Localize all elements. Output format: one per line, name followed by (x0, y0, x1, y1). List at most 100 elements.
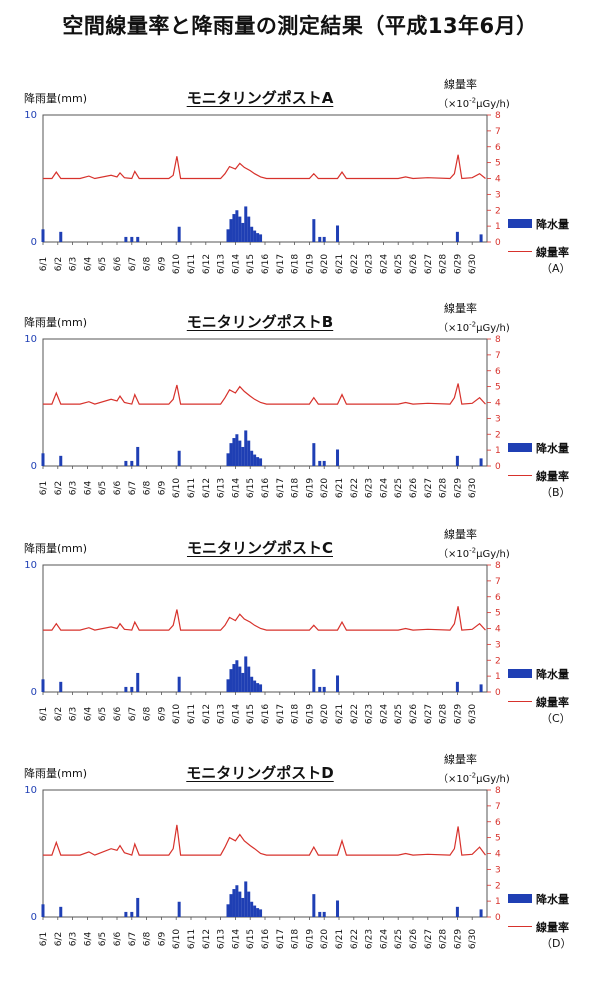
x-tick-label: 6/19 (305, 704, 315, 724)
dose-line (43, 824, 486, 856)
rain-bar (226, 679, 230, 692)
y2-tick-label: 1 (495, 446, 501, 456)
rain-bar (241, 222, 245, 242)
rain-bar (124, 460, 128, 466)
rain-bar (250, 226, 254, 242)
y2-tick-label: 5 (495, 383, 501, 393)
plot-area (42, 564, 488, 693)
rain-bar (124, 686, 128, 692)
x-tick-label: 6/14 (231, 929, 241, 949)
y-tick-label: 10 (24, 560, 37, 571)
rain-bar (238, 891, 242, 917)
rain-bar (336, 900, 340, 917)
rain-bar (336, 675, 340, 692)
x-tick-label: 6/5 (98, 932, 108, 946)
chart-title: モニタリングポストB (186, 313, 334, 331)
legend-rain-swatch (508, 443, 532, 452)
x-tick-label: 6/27 (424, 704, 434, 724)
rain-bar (253, 454, 257, 466)
rain-bar (253, 680, 257, 692)
rain-bar (124, 236, 128, 242)
x-tick-label: 6/11 (187, 478, 197, 498)
x-tick-label: 6/24 (379, 478, 389, 498)
x-tick-label: 6/10 (172, 929, 182, 949)
legend-dose-swatch (508, 701, 532, 702)
x-tick-label: 6/28 (439, 929, 449, 949)
legend-post-label: （D） (541, 937, 572, 950)
rain-bar (250, 901, 254, 917)
x-tick-label: 6/24 (379, 929, 389, 949)
x-tick-label: 6/21 (335, 929, 345, 949)
rain-bar (226, 904, 230, 917)
y2-axis-label: 線量率 (444, 753, 477, 766)
rain-bar (244, 656, 248, 692)
legend-rain-label: 降水量 (536, 893, 569, 906)
x-tick-label: 6/6 (113, 931, 123, 946)
y2-axis-unit: （×10-2μGy/h) (438, 545, 510, 560)
dose-line (43, 606, 486, 631)
chart-title: モニタリングポストC (186, 539, 333, 557)
x-tick-label: 6/2 (54, 932, 64, 946)
x-tick-label: 6/6 (113, 480, 123, 495)
x-tick-label: 6/1 (39, 707, 49, 721)
x-tick-label: 6/30 (468, 254, 478, 274)
y2-tick-label: 3 (495, 640, 501, 650)
y2-tick-label: 7 (495, 577, 501, 587)
x-tick-label: 6/27 (424, 929, 434, 949)
y2-tick-label: 7 (495, 351, 501, 361)
x-tick-label: 6/20 (320, 254, 330, 274)
x-tick-label: 6/25 (394, 254, 404, 274)
rain-bar (479, 684, 483, 692)
x-tick-label: 6/21 (335, 478, 345, 498)
x-tick-label: 6/7 (128, 932, 138, 946)
rain-bar (455, 681, 459, 692)
x-tick-label: 6/26 (409, 704, 419, 724)
x-tick-label: 6/2 (54, 481, 64, 495)
x-tick-label: 6/18 (291, 704, 301, 724)
x-tick-label: 6/2 (54, 707, 64, 721)
chart-panel-c: モニタリングポストC 降雨量(mm) 線量率 （×10-2μGy/h) 降水量 線量率 （C… (0, 528, 600, 760)
x-tick-label: 6/5 (98, 481, 108, 495)
x-tick-label: 6/17 (276, 254, 286, 274)
rain-bar (312, 219, 316, 242)
x-tick-label: 6/10 (172, 254, 182, 274)
rain-bar (455, 906, 459, 917)
y2-tick-label: 1 (495, 222, 501, 232)
y2-unit-part: （×10 (438, 99, 470, 110)
x-tick-label: 6/11 (187, 704, 197, 724)
x-tick-label: 6/5 (98, 257, 108, 271)
x-tick-label: 6/7 (128, 257, 138, 271)
y2-axis-unit: （×10-2μGy/h) (438, 95, 510, 110)
x-tick-label: 6/18 (291, 254, 301, 274)
y2-tick-label: 5 (495, 834, 501, 844)
legend-dose: 線量率 （B） (505, 467, 595, 499)
x-tick-label: 6/25 (394, 704, 404, 724)
rain-bar (41, 904, 45, 917)
legend-dose-swatch (508, 926, 532, 927)
rain-bar (479, 458, 483, 466)
rain-bar (130, 460, 134, 466)
y2-tick-label: 8 (495, 786, 501, 796)
rain-bar (59, 906, 63, 917)
rain-bar (312, 894, 316, 917)
x-tick-label: 6/2 (54, 257, 64, 271)
x-tick-label: 6/13 (217, 704, 227, 724)
x-tick-label: 6/8 (143, 706, 153, 721)
y2-axis-unit: （×10-2μGy/h) (438, 770, 510, 785)
x-tick-label: 6/9 (157, 706, 167, 721)
x-tick-label: 6/23 (365, 478, 375, 498)
rain-bar (59, 231, 63, 242)
x-tick-label: 6/22 (350, 929, 360, 949)
y2-tick-label: 4 (495, 399, 501, 409)
rain-bar (312, 443, 316, 466)
x-tick-label: 6/26 (409, 929, 419, 949)
rain-bar (235, 660, 239, 692)
x-tick-label: 6/1 (39, 481, 49, 495)
y-tick-label: 0 (31, 461, 37, 472)
x-tick-label: 6/15 (246, 929, 256, 949)
rain-bar (124, 911, 128, 917)
x-tick-label: 6/30 (468, 704, 478, 724)
x-tick-label: 6/3 (69, 481, 79, 495)
rain-bar (226, 453, 230, 466)
rain-bar (318, 460, 322, 466)
